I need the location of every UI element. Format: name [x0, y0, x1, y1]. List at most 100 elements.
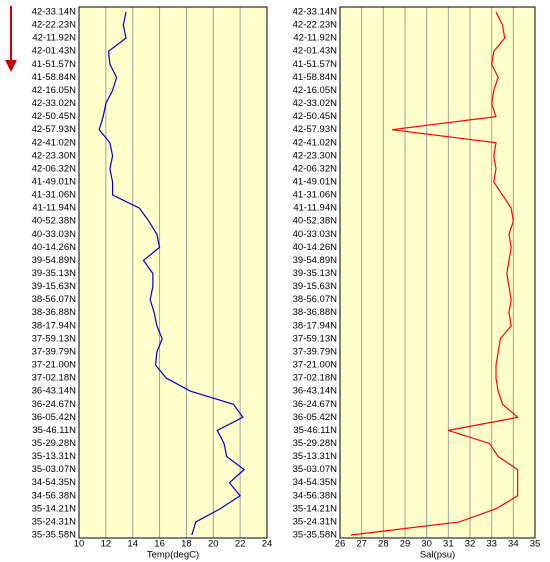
- y-tick-label: 36-05.42N: [293, 412, 338, 423]
- y-tick-label: 41-49.01N: [32, 176, 77, 187]
- y-tick-label: 35-46.11N: [293, 425, 337, 436]
- y-tick-label: 39-35.13N: [32, 268, 77, 279]
- x-tick-label: 14: [127, 539, 138, 550]
- plot-border: [339, 6, 536, 539]
- y-tick-label: 35-13.31N: [293, 451, 338, 462]
- y-tick-label: 42-16.05N: [32, 85, 77, 96]
- x-tick-label: 27: [356, 539, 367, 550]
- x-tick-label: 18: [181, 539, 192, 550]
- y-tick-label: 42-23.30N: [293, 150, 338, 161]
- y-tick-label: 36-24.67N: [32, 399, 77, 410]
- y-tick-label: 36-05.42N: [32, 412, 77, 423]
- y-tick-label: 35-46.11N: [32, 425, 76, 436]
- x-tick-label: 29: [400, 539, 411, 550]
- y-tick-label: 35-29.28N: [293, 438, 338, 449]
- y-tick-label: 35-14.21N: [293, 503, 338, 514]
- arrow-head: [5, 60, 17, 72]
- plot-area: [340, 7, 535, 538]
- x-tick-label: 24: [262, 539, 273, 550]
- y-tick-label: 42-33.14N: [293, 7, 338, 18]
- y-tick-label: 34-54.35N: [293, 477, 338, 488]
- y-tick-label: 39-35.13N: [293, 268, 338, 279]
- y-tick-label: 37-21.00N: [32, 360, 77, 371]
- y-tick-label: 42-23.30N: [32, 150, 77, 161]
- y-tick-label: 42-33.02N: [32, 98, 77, 109]
- x-tick-label: 32: [465, 539, 476, 550]
- y-tick-label: 39-15.63N: [32, 281, 77, 292]
- x-tick-label: 31: [443, 539, 454, 550]
- plot-border: [78, 6, 268, 539]
- y-tick-label: 42-33.02N: [293, 98, 338, 109]
- x-tick-label: 10: [74, 539, 85, 550]
- y-tick-label: 40-52.38N: [293, 216, 338, 227]
- y-tick-label: 37-39.79N: [293, 346, 338, 357]
- y-tick-label: 41-51.57N: [32, 59, 77, 70]
- x-tick-label: 16: [154, 539, 165, 550]
- y-tick-label: 39-54.89N: [32, 255, 77, 266]
- y-tick-label: 41-11.94N: [293, 203, 337, 214]
- y-tick-label: 37-02.18N: [293, 373, 338, 384]
- y-tick-label: 37-21.00N: [293, 360, 338, 371]
- x-tick-label: 26: [335, 539, 346, 550]
- y-tick-label: 41-51.57N: [293, 59, 338, 70]
- y-tick-label: 41-58.84N: [32, 72, 77, 83]
- y-tick-label: 35-29.28N: [32, 438, 77, 449]
- y-tick-label: 36-43.14N: [293, 386, 338, 397]
- y-tick-label: 41-49.01N: [293, 176, 338, 187]
- y-tick-label: 35-03.07N: [293, 464, 338, 475]
- x-tick-label: 35: [530, 539, 541, 550]
- y-tick-label: 38-56.07N: [293, 294, 338, 305]
- y-tick-label: 38-36.88N: [293, 307, 338, 318]
- y-tick-label: 35-03.07N: [32, 464, 77, 475]
- y-tick-label: 41-11.94N: [32, 203, 76, 214]
- y-tick-label: 42-50.45N: [32, 111, 77, 122]
- y-tick-label: 42-01.43N: [32, 46, 77, 57]
- x-tick-label: 22: [235, 539, 246, 550]
- y-tick-label: 35-14.21N: [32, 503, 77, 514]
- x-axis-label: Temp(degC): [147, 550, 199, 561]
- y-tick-label: 40-33.03N: [32, 229, 77, 240]
- x-axis-label: Sal(psu): [420, 550, 455, 561]
- y-tick-label: 41-31.06N: [32, 190, 77, 201]
- y-tick-label: 42-11.92N: [293, 33, 337, 44]
- y-tick-label: 35-35.58N: [293, 530, 338, 541]
- y-tick-label: 38-17.94N: [293, 320, 338, 331]
- y-tick-label: 35-13.31N: [32, 451, 77, 462]
- y-tick-label: 34-54.35N: [32, 477, 77, 488]
- x-tick-label: 33: [486, 539, 497, 550]
- y-tick-label: 42-41.02N: [32, 137, 77, 148]
- y-tick-label: 35-35.58N: [32, 530, 77, 541]
- y-tick-label: 42-16.05N: [293, 85, 338, 96]
- y-tick-label: 42-22.23N: [32, 20, 77, 31]
- y-tick-label: 35-24.31N: [32, 516, 77, 527]
- y-tick-label: 38-56.07N: [32, 294, 77, 305]
- y-tick-label: 39-15.63N: [293, 281, 338, 292]
- x-tick-label: 20: [208, 539, 219, 550]
- y-tick-label: 38-36.88N: [32, 307, 77, 318]
- y-tick-label: 42-06.32N: [293, 163, 338, 174]
- y-tick-label: 40-14.26N: [293, 242, 338, 253]
- y-tick-label: 36-24.67N: [293, 399, 338, 410]
- x-tick-label: 28: [378, 539, 389, 550]
- y-tick-label: 34-56.38N: [32, 490, 77, 501]
- y-tick-label: 42-50.45N: [293, 111, 338, 122]
- y-tick-label: 40-33.03N: [293, 229, 338, 240]
- plot-area: [79, 7, 267, 538]
- y-tick-label: 42-41.02N: [293, 137, 338, 148]
- y-tick-label: 35-24.31N: [293, 516, 338, 527]
- y-tick-label: 41-31.06N: [293, 190, 338, 201]
- y-tick-label: 39-54.89N: [293, 255, 338, 266]
- y-tick-label: 40-52.38N: [32, 216, 77, 227]
- y-tick-label: 37-59.13N: [32, 333, 77, 344]
- y-tick-label: 37-39.79N: [32, 346, 77, 357]
- y-tick-label: 42-06.32N: [32, 163, 77, 174]
- y-tick-label: 38-17.94N: [32, 320, 77, 331]
- y-tick-label: 42-57.93N: [32, 124, 77, 135]
- x-tick-label: 30: [421, 539, 432, 550]
- y-tick-label: 42-22.23N: [293, 20, 338, 31]
- y-tick-label: 42-01.43N: [293, 46, 338, 57]
- y-tick-label: 42-11.92N: [32, 33, 76, 44]
- profile-line: [98, 11, 246, 536]
- y-tick-label: 34-56.38N: [293, 490, 338, 501]
